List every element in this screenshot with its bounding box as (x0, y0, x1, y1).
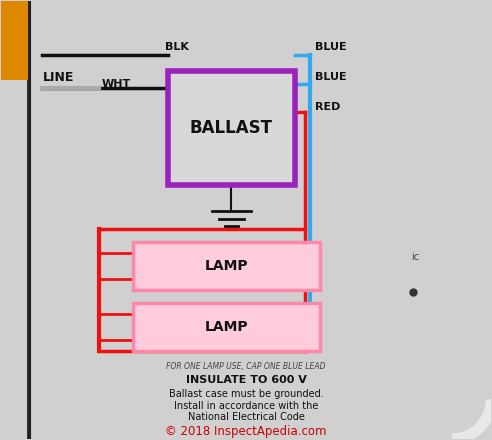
Text: ic: ic (411, 252, 419, 262)
Text: Ballast case must be grounded.: Ballast case must be grounded. (169, 389, 323, 399)
Text: WHT: WHT (101, 79, 130, 89)
Bar (0, 1, 28, 80)
Text: © 2018 InspectApedia.com: © 2018 InspectApedia.com (165, 425, 327, 437)
Text: LAMP: LAMP (205, 259, 248, 273)
Text: BALLAST: BALLAST (190, 119, 273, 137)
Text: LAMP: LAMP (205, 320, 248, 334)
Text: Install in accordance with the: Install in accordance with the (174, 400, 318, 411)
Text: LINE: LINE (42, 71, 74, 84)
Text: BLK: BLK (165, 42, 189, 52)
Text: FOR ONE LAMP USE, CAP ONE BLUE LEAD: FOR ONE LAMP USE, CAP ONE BLUE LEAD (166, 362, 326, 371)
Bar (133, 303, 320, 351)
Text: BLUE: BLUE (315, 42, 346, 52)
Text: INSULATE TO 600 V: INSULATE TO 600 V (185, 375, 307, 385)
Text: RED: RED (315, 102, 340, 112)
Bar (133, 242, 320, 290)
Bar (167, 71, 295, 185)
Text: BLUE: BLUE (315, 73, 346, 82)
Text: National Electrical Code: National Electrical Code (187, 412, 305, 422)
